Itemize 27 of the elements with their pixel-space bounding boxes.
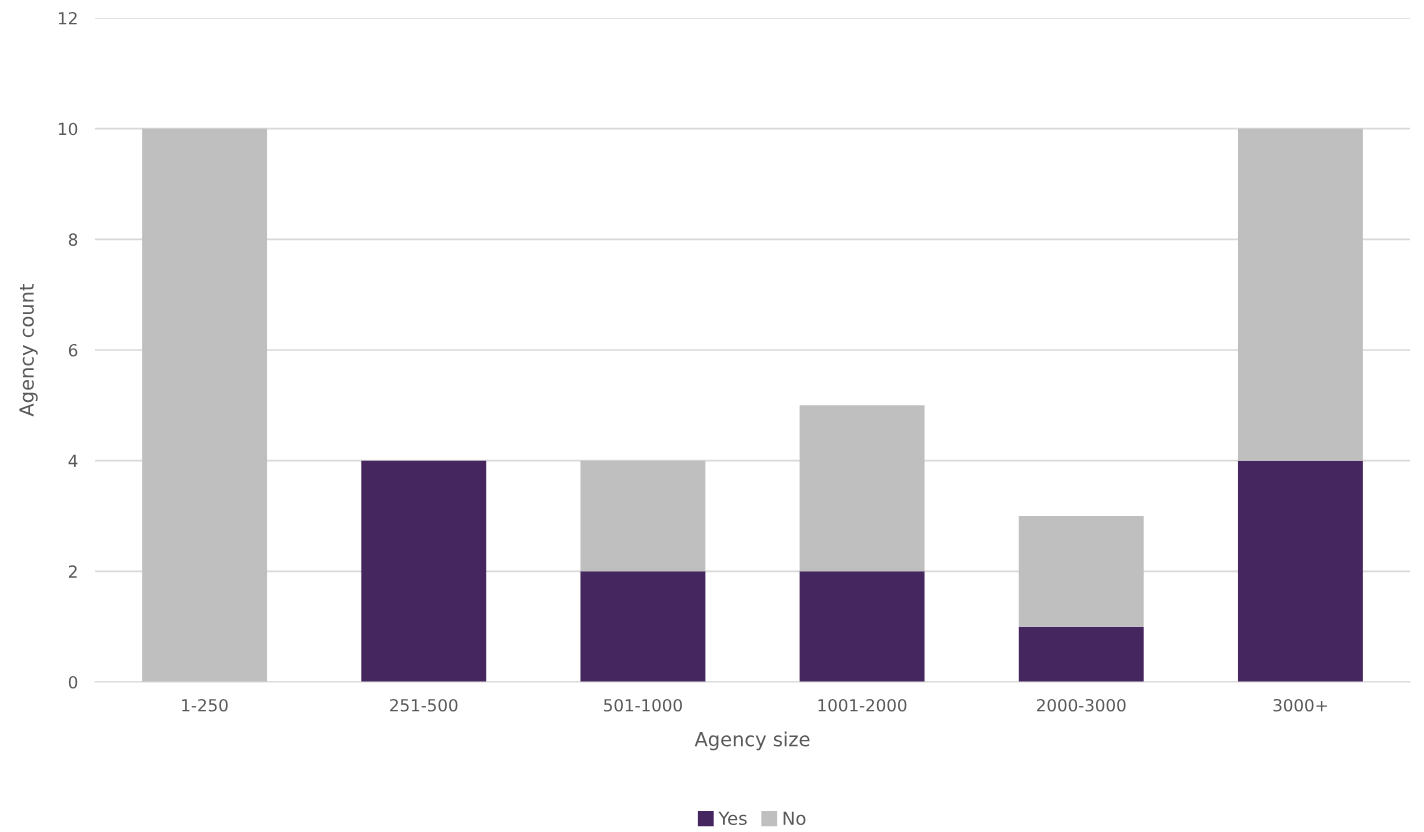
bar: [799, 405, 925, 572]
x-axis-title: Agency size: [694, 731, 810, 751]
bar: [580, 460, 706, 572]
bar: [1018, 626, 1144, 682]
bar: [799, 571, 925, 682]
y-tick-label: 10: [58, 122, 78, 136]
bar: [1237, 128, 1363, 461]
x-tick-label: 1-250: [182, 698, 228, 712]
x-tick-label: 251-500: [390, 698, 458, 712]
y-tick-label: 0: [68, 675, 78, 689]
y-axis-title: Agency count: [19, 283, 38, 417]
x-tick-label: 501-1000: [604, 698, 682, 712]
x-tick-label: 3000+: [1273, 698, 1327, 712]
y-tick-label: 6: [68, 343, 78, 357]
y-tick-label: 12: [58, 11, 77, 25]
bar: [580, 571, 706, 682]
y-tick-label: 2: [68, 565, 77, 578]
legend-label: No: [783, 811, 806, 826]
y-tick-label: 4: [68, 454, 78, 467]
bar: [1018, 516, 1144, 627]
bar: [1237, 460, 1363, 682]
bar: [361, 460, 487, 682]
legend-label: Yes: [718, 811, 747, 826]
x-tick-label: 1001-2000: [818, 698, 907, 712]
y-tick-label: 8: [68, 233, 78, 246]
bar: [142, 128, 268, 682]
x-tick-label: 2000-3000: [1037, 698, 1126, 712]
